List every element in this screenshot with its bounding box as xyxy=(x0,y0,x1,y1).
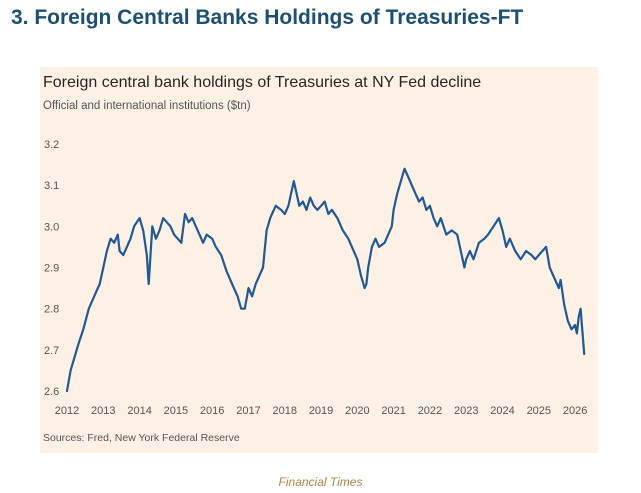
chart-title: Foreign central bank holdings of Treasur… xyxy=(43,74,481,91)
image-caption: Financial Times xyxy=(278,475,363,489)
x-tick-label: 2017 xyxy=(236,405,260,417)
y-tick-label: 2.6 xyxy=(44,386,59,398)
x-tick-label: 2012 xyxy=(55,405,79,417)
y-tick-label: 2.9 xyxy=(44,263,59,275)
y-axis-ticks: 2.6 2.7 2.8 2.9 3.0 3.1 3.2 xyxy=(44,139,59,398)
x-axis-ticks: 2012 2013 2014 2015 2016 2017 2018 2019 2020 2021… xyxy=(55,405,588,417)
y-tick-label: 3.2 xyxy=(44,139,59,151)
x-tick-label: 2016 xyxy=(200,405,224,417)
x-tick-label: 2020 xyxy=(345,405,369,417)
chart-source: Sources: Fred, New York Federal Reserve xyxy=(43,432,240,444)
page-heading: 3. Foreign Central Banks Holdings of Tre… xyxy=(11,6,524,29)
x-tick-label: 2018 xyxy=(273,405,297,417)
x-tick-label: 2021 xyxy=(381,405,405,417)
y-tick-label: 3.0 xyxy=(44,221,59,233)
line-chart: Foreign central bank holdings of Treasur… xyxy=(43,74,588,444)
y-tick-label: 3.1 xyxy=(44,180,59,192)
y-tick-label: 2.7 xyxy=(44,345,59,357)
chart-panel: Foreign central bank holdings of Treasur… xyxy=(40,67,598,453)
x-tick-label: 2015 xyxy=(164,405,188,417)
y-tick-label: 2.8 xyxy=(44,304,59,316)
x-tick-label: 2023 xyxy=(454,405,478,417)
x-tick-label: 2026 xyxy=(563,405,587,417)
x-tick-label: 2013 xyxy=(91,405,115,417)
x-tick-label: 2019 xyxy=(309,405,333,417)
x-tick-label: 2014 xyxy=(127,405,151,417)
x-tick-label: 2022 xyxy=(418,405,442,417)
x-tick-label: 2025 xyxy=(527,405,551,417)
x-tick-label: 2024 xyxy=(490,405,514,417)
series-line xyxy=(65,167,586,393)
chart-subtitle: Official and international institutions … xyxy=(43,100,251,112)
